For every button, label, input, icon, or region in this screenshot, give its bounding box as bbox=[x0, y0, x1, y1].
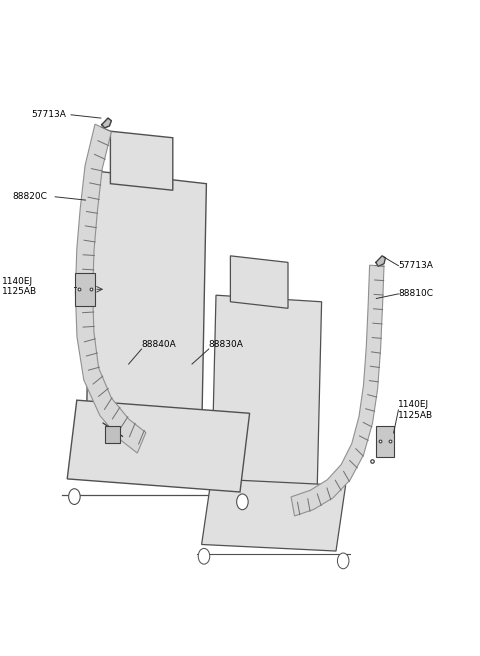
Polygon shape bbox=[75, 124, 146, 453]
FancyBboxPatch shape bbox=[105, 426, 120, 443]
Text: 57713A: 57713A bbox=[31, 110, 66, 119]
Polygon shape bbox=[110, 131, 173, 190]
Polygon shape bbox=[102, 118, 111, 128]
Polygon shape bbox=[376, 256, 385, 266]
Polygon shape bbox=[291, 265, 384, 516]
Text: 88820C: 88820C bbox=[12, 192, 47, 201]
Text: 88810C: 88810C bbox=[398, 289, 433, 298]
Polygon shape bbox=[202, 479, 346, 551]
Circle shape bbox=[337, 553, 349, 569]
Text: 88840A: 88840A bbox=[142, 340, 176, 349]
Circle shape bbox=[237, 494, 248, 510]
Text: 1140EJ
1125AB: 1140EJ 1125AB bbox=[398, 400, 433, 420]
Polygon shape bbox=[67, 400, 250, 492]
FancyBboxPatch shape bbox=[376, 426, 394, 457]
Circle shape bbox=[69, 489, 80, 504]
Text: 88830A: 88830A bbox=[209, 340, 244, 349]
Text: 57713A: 57713A bbox=[398, 261, 433, 270]
Polygon shape bbox=[211, 295, 322, 505]
FancyBboxPatch shape bbox=[75, 273, 95, 306]
Polygon shape bbox=[230, 256, 288, 308]
Text: 1140EJ
1125AB: 1140EJ 1125AB bbox=[2, 277, 37, 297]
Polygon shape bbox=[86, 171, 206, 440]
Circle shape bbox=[198, 548, 210, 564]
